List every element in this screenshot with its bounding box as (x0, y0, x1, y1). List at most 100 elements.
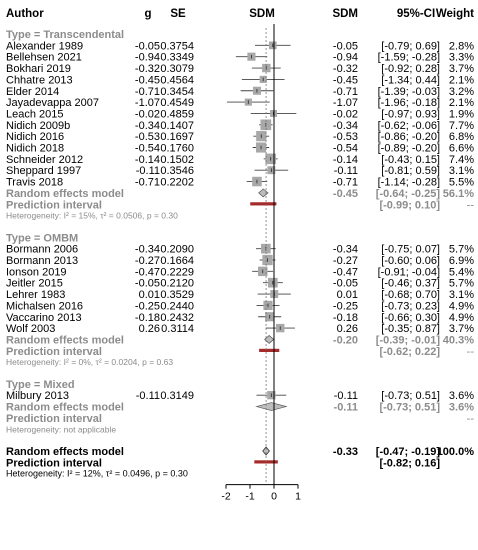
study-se: 0.1407 (160, 120, 194, 132)
study-author: Leach 2015 (6, 108, 64, 120)
study-se: 0.2440 (160, 300, 194, 312)
group-label: Type = Transcendental (6, 29, 124, 41)
header-author: Author (6, 8, 44, 20)
study-author: Travis 2018 (6, 177, 63, 189)
study-author: Elder 2014 (6, 86, 59, 98)
study-se: 0.3114 (161, 323, 194, 335)
study-ci: [-1.14; -0.28] (378, 177, 440, 189)
study-g: -0.05 (135, 278, 160, 290)
study-ci: [-0.91; -0.04] (378, 266, 440, 278)
heterogeneity-text: Heterogeneity: not applicable (6, 424, 116, 434)
study-ci: [-0.75; 0.07] (381, 244, 440, 256)
header-row: Author g SE SDM SDM 95%-CI Weight (6, 8, 474, 20)
random-effects-sdm: -0.45 (333, 188, 358, 200)
study-author: Vaccarino 2013 (6, 312, 82, 324)
header-sdm-plot: SDM (249, 8, 275, 20)
study-g: -0.53 (135, 131, 160, 143)
study-g: -0.34 (135, 244, 160, 256)
group-label: Type = Mixed (6, 379, 75, 391)
study-weight: 3.1% (449, 289, 474, 301)
prediction-interval-ci: [-0.99; 0.10] (379, 199, 440, 211)
study-author: Nidich 2009b (6, 120, 70, 132)
study-sdm: -0.02 (333, 108, 358, 120)
study-weight: 3.1% (449, 165, 474, 177)
study-g: -0.02 (135, 108, 160, 120)
prediction-interval-label: Prediction interval (6, 199, 102, 211)
study-weight: 2.8% (449, 40, 474, 52)
random-effects-label: Random effects model (6, 402, 124, 414)
study-ci: [-1.96; -0.18] (378, 97, 440, 109)
overall-heterogeneity-text: Heterogeneity: I² = 12%, τ² = 0.0496, p … (6, 469, 188, 479)
axis-tick-label: -1 (245, 491, 254, 503)
study-sdm: -0.25 (333, 300, 358, 312)
study-se: 0.2229 (160, 266, 194, 278)
study-g: -0.11 (136, 390, 160, 402)
study-g: -0.45 (135, 74, 160, 86)
study-sdm: -0.18 (333, 312, 358, 324)
random-effects-weight: 40.3% (443, 334, 474, 346)
prediction-interval-bar (250, 202, 277, 206)
study-sdm: -0.05 (333, 40, 358, 52)
study-se: 0.4859 (160, 108, 194, 120)
study-se: 0.3079 (160, 63, 194, 75)
header-sdm: SDM (332, 8, 358, 20)
study-weight: 6.8% (449, 131, 474, 143)
study-se: 0.3149 (160, 390, 194, 402)
study-author: Chhatre 2013 (6, 74, 73, 86)
axis-tick-label: 0 (271, 491, 277, 503)
study-g: -0.11 (136, 165, 160, 177)
study-author: Bormann 2013 (6, 255, 78, 267)
study-ci: [-0.68; 0.70] (381, 289, 440, 301)
study-weight: 5.4% (449, 266, 474, 278)
study-author: Sheppard 1997 (6, 165, 81, 177)
heterogeneity-text: Heterogeneity: I² = 15%, τ² = 0.0506, p … (6, 211, 178, 221)
study-se: 0.3454 (160, 86, 194, 98)
prediction-interval-weight: -- (467, 199, 475, 211)
random-effects-weight: 56.1% (443, 188, 474, 200)
study-sdm: -1.07 (333, 97, 358, 109)
study-se: 0.1664 (160, 255, 194, 267)
study-sdm: -0.47 (333, 266, 358, 278)
study-sdm: -0.34 (333, 244, 358, 256)
study-g: -0.05 (135, 40, 160, 52)
study-g: -1.07 (135, 97, 160, 109)
study-se: 0.3529 (160, 289, 194, 301)
random-effects-weight: 3.6% (449, 402, 474, 414)
study-g: -0.32 (135, 63, 160, 75)
study-author: Michalsen 2016 (6, 300, 83, 312)
study-author: Schneider 2012 (6, 154, 83, 166)
study-weight: 5.7% (449, 278, 474, 290)
random-effects-label: Random effects model (6, 334, 124, 346)
study-g: -0.27 (135, 255, 160, 267)
study-weight: 7.4% (449, 154, 474, 166)
study-sdm: -0.54 (333, 143, 358, 155)
study-g: -0.14 (135, 154, 160, 166)
study-author: Alexander 1989 (6, 40, 83, 52)
study-g: 0.26 (139, 323, 160, 335)
study-weight: 3.6% (449, 390, 474, 402)
prediction-interval-label: Prediction interval (6, 346, 102, 358)
study-sdm: -0.53 (333, 131, 358, 143)
study-ci: [-0.46; 0.37] (381, 278, 440, 290)
study-ci: [-0.60; 0.06] (381, 255, 440, 267)
overall-prediction-interval-label: Prediction interval (6, 457, 102, 469)
study-ci: [-0.62; -0.06] (378, 120, 440, 132)
study-g: -0.71 (135, 177, 160, 189)
random-effects-label: Random effects model (6, 188, 124, 200)
study-g: -0.71 (135, 86, 160, 98)
study-se: 0.3546 (160, 165, 194, 177)
study-ci: [-1.39; -0.03] (378, 86, 440, 98)
study-se: 0.1502 (160, 154, 194, 166)
random-effects-sdm: -0.20 (333, 334, 358, 346)
x-axis: -2 -1 0 1 (221, 24, 301, 503)
study-weight: 3.7% (449, 323, 474, 335)
study-author: Bokhari 2019 (6, 63, 71, 75)
study-sdm: -0.11 (334, 390, 358, 402)
study-sdm: 0.26 (337, 323, 358, 335)
study-weight: 7.7% (449, 120, 474, 132)
header-weight: Weight (436, 8, 474, 20)
study-author: Nidich 2016 (6, 131, 64, 143)
header-g: g (144, 8, 151, 20)
